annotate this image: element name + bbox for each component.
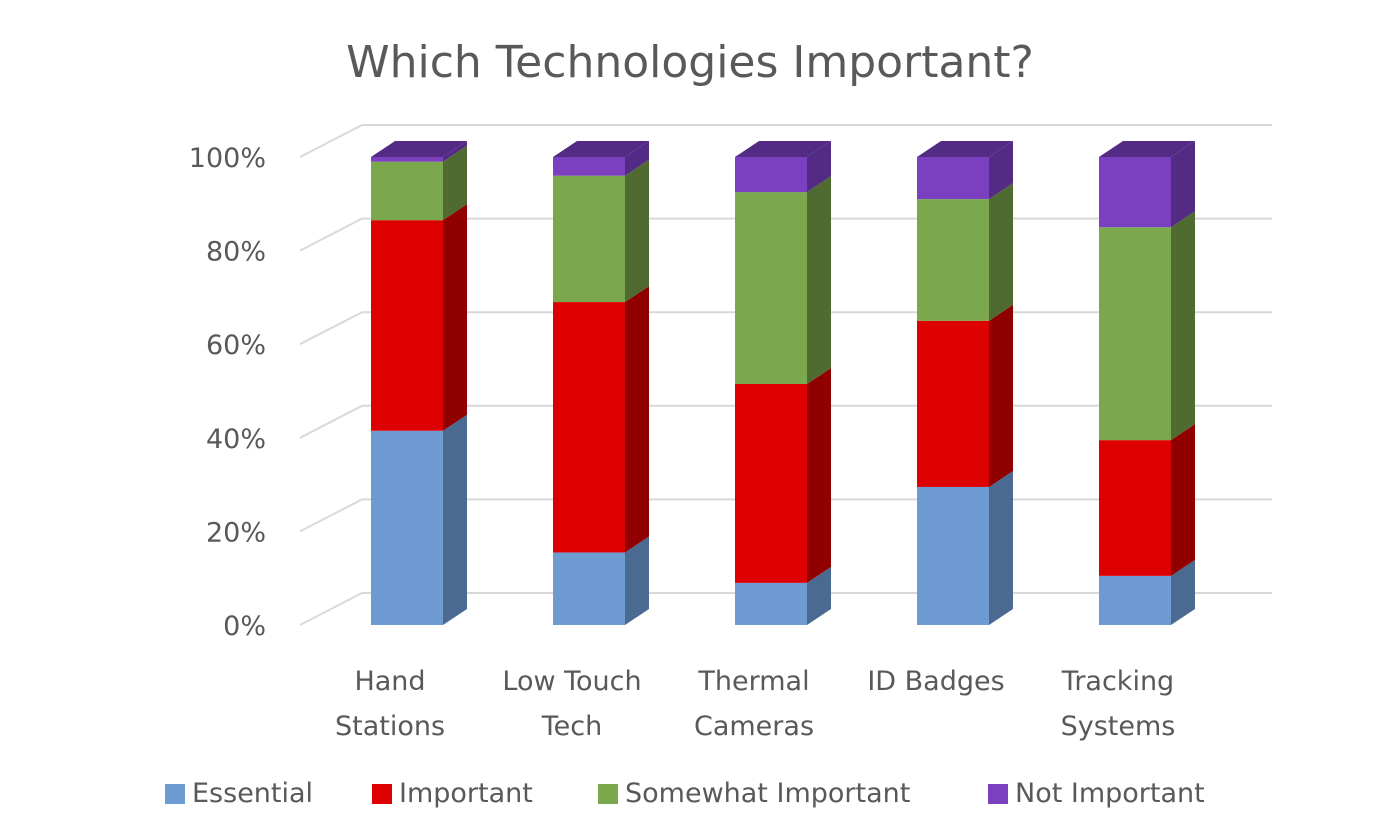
bar-side (989, 141, 1013, 200)
bar-side (443, 204, 467, 431)
y-tick-label: 100% (189, 143, 266, 174)
legend-label: Important (399, 778, 533, 809)
bar-segment (735, 566, 831, 625)
bar-front (917, 486, 989, 625)
bar-front (553, 157, 625, 176)
bar-top (735, 141, 831, 157)
bar-segment (553, 286, 649, 553)
bar-side (989, 304, 1013, 487)
bar-segment (1099, 424, 1195, 576)
bar-front (553, 302, 625, 553)
x-axis-categories: Hand Stations Low Touch Tech Thermal Cameras I… (335, 666, 1175, 742)
bar-segment (371, 145, 467, 221)
y-tick-label: 0% (223, 611, 266, 642)
bar-front (371, 430, 443, 625)
legend-swatch (988, 784, 1008, 804)
legend-swatch (372, 784, 392, 804)
category-label: Low Touch (502, 666, 641, 697)
bar-segment (917, 304, 1013, 487)
bar-side (625, 536, 649, 625)
category-label: Hand (354, 666, 425, 697)
bar-front (1099, 440, 1171, 576)
bar-segment (1099, 559, 1195, 625)
category-label: Cameras (694, 711, 814, 742)
category-label: Thermal (697, 666, 809, 697)
category-label: Tracking (1061, 666, 1174, 697)
bar-front (735, 383, 807, 583)
bar-segment (553, 536, 649, 625)
bar-side (625, 159, 649, 303)
bar-segment (371, 204, 467, 431)
y-tick-label: 40% (206, 424, 266, 455)
bar-side (443, 141, 467, 162)
bar-front (553, 552, 625, 625)
bar-top (1099, 141, 1195, 157)
legend: Essential Important Somewhat Important Not … (165, 778, 1205, 809)
y-tick-label: 60% (206, 330, 266, 361)
bar-front (917, 157, 989, 200)
bar-side (443, 145, 467, 221)
bar-segment (371, 414, 467, 625)
bar-segment (917, 183, 1013, 321)
category-label: ID Badges (867, 666, 1004, 697)
bar-side (625, 286, 649, 553)
category-label: Tech (541, 711, 602, 742)
bar-front (735, 582, 807, 625)
bar-side (807, 176, 831, 384)
y-axis-ticks: 0% 20% 40% 60% 80% 100% (189, 143, 266, 642)
bar-segment (1099, 141, 1195, 228)
bar-segment (553, 141, 649, 176)
bar-side (1171, 424, 1195, 576)
bar-side (807, 141, 831, 193)
category-label: Systems (1061, 711, 1176, 742)
bar-front (1099, 157, 1171, 228)
legend-item: Not Important (988, 778, 1205, 809)
legend-label: Not Important (1015, 778, 1205, 809)
y-tick-label: 80% (206, 237, 266, 268)
bar-side (807, 566, 831, 625)
category-label: Stations (335, 711, 445, 742)
bar-segment (735, 141, 831, 193)
chart-title: Which Technologies Important? (346, 37, 1034, 88)
legend-label: Essential (192, 778, 313, 809)
legend-swatch (165, 784, 185, 804)
bar-segment (371, 141, 467, 162)
bar-top (553, 141, 649, 157)
bar-segment (735, 176, 831, 384)
bar-front (1099, 227, 1171, 441)
bar-side (625, 141, 649, 176)
legend-label: Somewhat Important (625, 778, 910, 809)
bar-side (989, 470, 1013, 625)
bar-side (989, 183, 1013, 321)
legend-swatch (598, 784, 618, 804)
bar-side (807, 367, 831, 583)
bar-side (1171, 141, 1195, 228)
bar-top (371, 141, 467, 157)
bar-segment (917, 470, 1013, 625)
bar-front (371, 161, 443, 221)
bar-front (735, 157, 807, 193)
legend-item: Somewhat Important (598, 778, 910, 809)
gridline (299, 124, 1272, 158)
bar-side (1171, 559, 1195, 625)
legend-item: Important (372, 778, 533, 809)
bar-side (443, 414, 467, 625)
bar-front (371, 220, 443, 431)
bar-segment (917, 141, 1013, 200)
bar-front (917, 320, 989, 487)
legend-item: Essential (165, 778, 313, 809)
bar-side (1171, 211, 1195, 441)
bar-front (371, 157, 443, 162)
bar-top (917, 141, 1013, 157)
bar-front (735, 192, 807, 384)
bar-front (917, 199, 989, 321)
bar-segment (553, 159, 649, 303)
y-tick-label: 20% (206, 517, 266, 548)
bar-front (1099, 575, 1171, 625)
bar-front (553, 175, 625, 303)
bars (371, 141, 1195, 625)
bar-segment (735, 367, 831, 583)
bar-segment (1099, 211, 1195, 441)
